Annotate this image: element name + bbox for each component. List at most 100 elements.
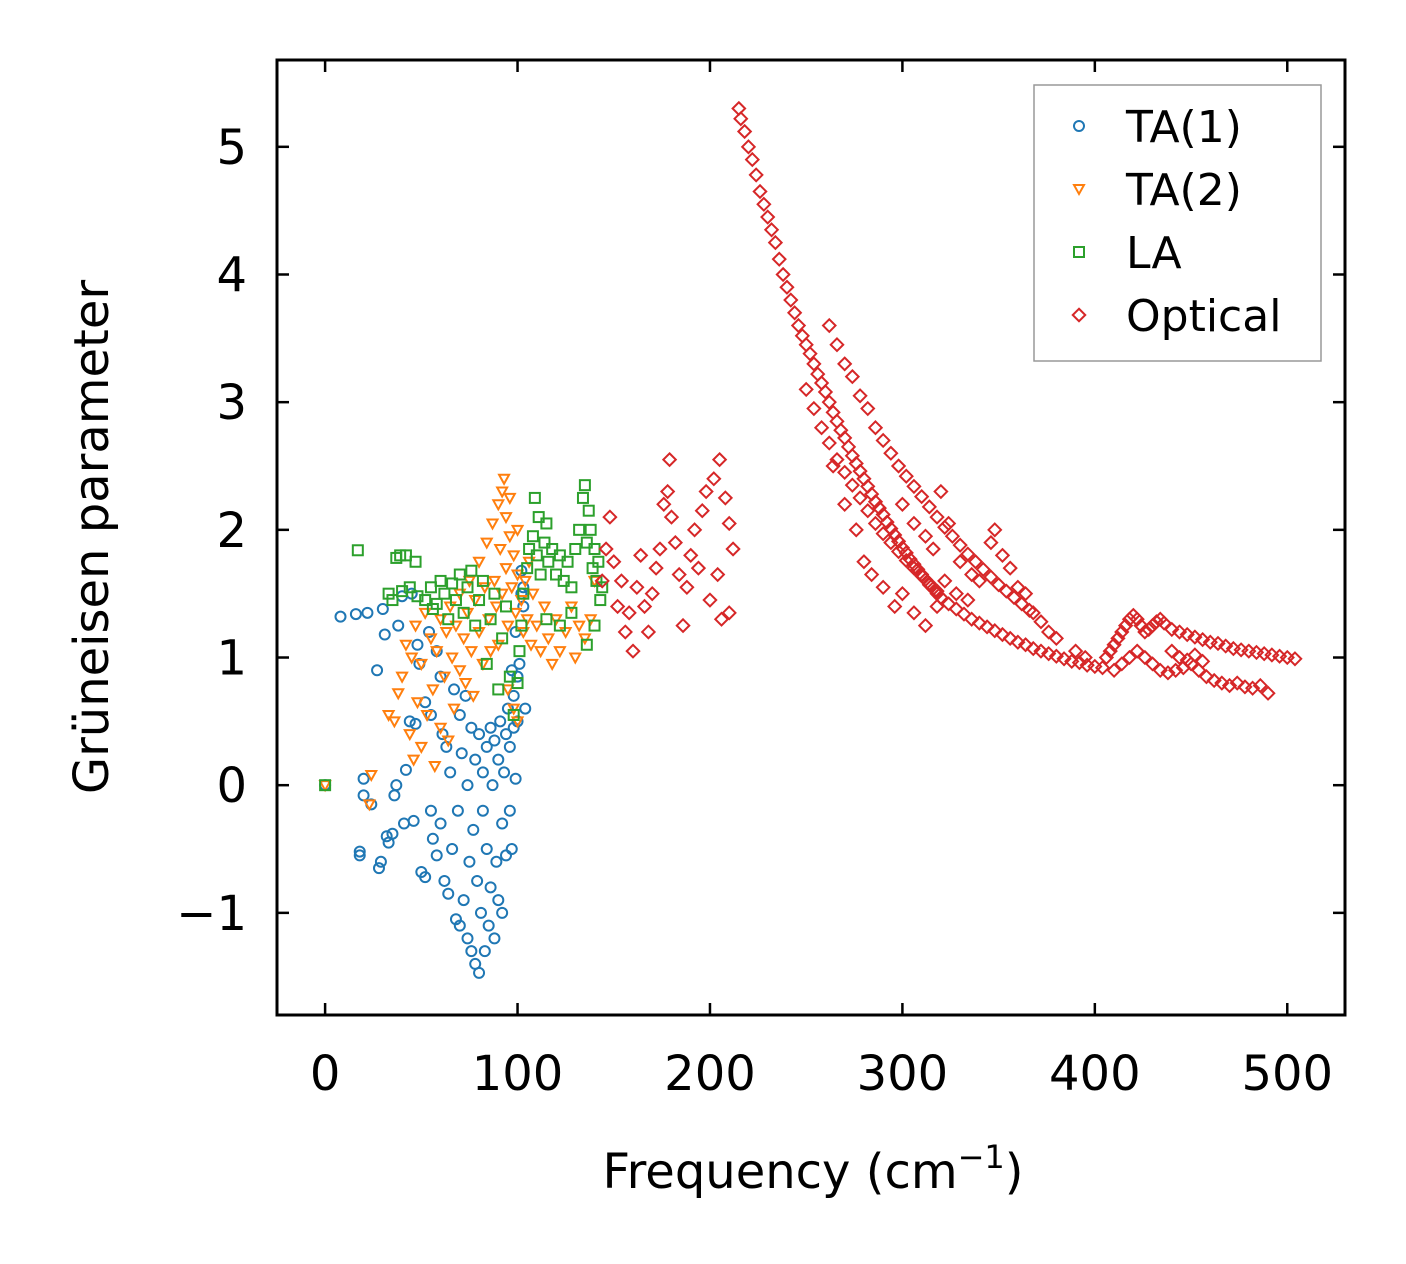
data-point: [625, 643, 641, 659]
data-point: [621, 605, 637, 621]
data-point: [952, 554, 968, 570]
data-point: [894, 586, 911, 602]
data-point: [437, 671, 452, 684]
data-point: [971, 615, 988, 631]
data-point: [706, 471, 722, 487]
series-la: [319, 479, 609, 792]
data-point: [675, 617, 691, 634]
data-point: [875, 526, 891, 542]
data-point: [702, 592, 718, 608]
data-point: [1171, 649, 1188, 666]
data-point: [1287, 651, 1303, 667]
data-point: [523, 542, 536, 555]
data-point: [364, 769, 378, 783]
data-point: [760, 209, 776, 225]
data-point: [456, 633, 471, 646]
data-point: [449, 620, 463, 633]
data-point: [1129, 611, 1145, 627]
data-point: [319, 779, 332, 792]
data-point: [409, 555, 422, 568]
data-point: [399, 763, 412, 776]
series-ta-1: [319, 564, 532, 979]
data-point: [821, 394, 837, 410]
data-point: [767, 234, 784, 251]
data-point: [661, 451, 678, 468]
data-point: [817, 384, 834, 400]
data-point: [496, 817, 509, 830]
data-point: [883, 445, 899, 461]
data-point: [561, 555, 574, 568]
data-point: [1129, 643, 1145, 659]
data-point: [983, 534, 999, 551]
data-point: [526, 588, 540, 601]
data-point: [917, 528, 934, 544]
data-point: [713, 611, 730, 627]
data-point: [391, 688, 405, 701]
data-point: [506, 550, 521, 563]
data-point: [484, 613, 497, 626]
data-point: [349, 608, 362, 621]
data-point: [376, 602, 389, 615]
data-point: [667, 534, 683, 551]
data-point: [987, 522, 1003, 538]
data-point: [717, 490, 734, 506]
data-point: [553, 619, 566, 632]
data-point: [483, 646, 498, 659]
data-point: [879, 514, 895, 530]
legend-label: TA(1): [1125, 102, 1242, 153]
data-point: [501, 684, 515, 697]
data-point: [990, 577, 1007, 593]
data-point: [411, 638, 424, 651]
data-point: [1137, 649, 1153, 666]
data-point: [482, 919, 495, 932]
data-point: [473, 728, 486, 741]
data-point: [414, 741, 429, 754]
data-point: [1179, 626, 1195, 643]
data-point: [813, 420, 830, 436]
data-point: [388, 789, 401, 802]
data-point: [636, 598, 653, 615]
data-point: [496, 632, 509, 645]
data-point: [505, 582, 519, 595]
data-point: [414, 658, 429, 671]
data-point: [771, 251, 787, 267]
data-point: [1114, 656, 1130, 672]
data-point: [399, 639, 413, 652]
data-point: [596, 581, 609, 594]
data-point: [1006, 589, 1022, 606]
data-point: [733, 111, 749, 127]
data-point: [1102, 643, 1118, 659]
data-point: [609, 598, 626, 615]
data-point: [542, 555, 555, 568]
data-point: [860, 400, 876, 417]
data-point: [937, 573, 953, 589]
data-point: [507, 708, 520, 721]
data-point: [856, 554, 872, 570]
data-point: [469, 619, 482, 632]
data-point: [471, 874, 484, 887]
data-point: [1106, 662, 1122, 678]
data-point: [472, 626, 486, 640]
data-point: [465, 721, 478, 734]
data-point: [1144, 617, 1161, 634]
data-point: [960, 546, 976, 562]
data-point: [802, 345, 818, 362]
data-point: [517, 587, 530, 600]
data-point: [829, 337, 845, 353]
data-point: [852, 490, 868, 506]
data-point: [1117, 617, 1134, 634]
data-point: [565, 581, 578, 594]
data-point: [1198, 669, 1215, 685]
data-point: [725, 541, 741, 557]
data-point: [1141, 621, 1157, 638]
data-point: [492, 753, 505, 766]
data-point: [420, 709, 434, 723]
data-point: [428, 761, 442, 774]
data-point: [423, 625, 436, 638]
data-point: [430, 646, 444, 659]
data-point: [424, 633, 438, 646]
data-point: [1056, 651, 1072, 667]
data-point: [659, 483, 676, 500]
data-point: [496, 906, 509, 919]
data-point: [731, 100, 747, 117]
